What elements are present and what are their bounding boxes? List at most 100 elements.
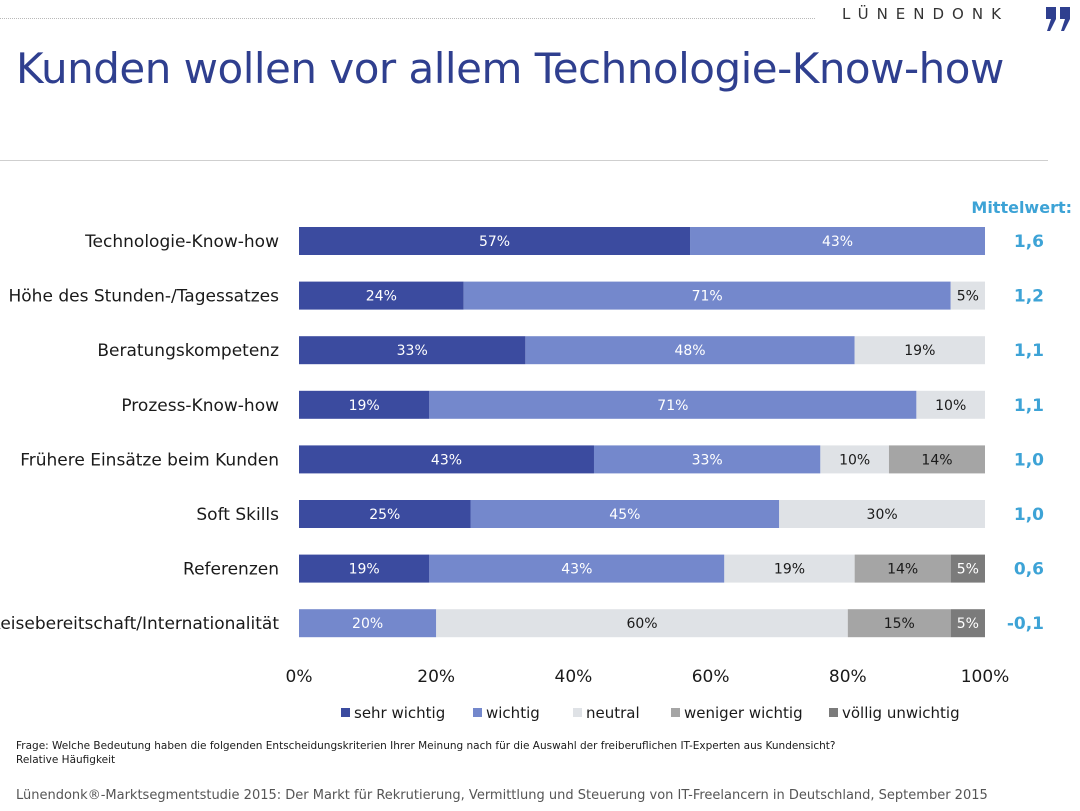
bar-segment-sehr-wichtig: [299, 227, 691, 255]
legend-swatch: [473, 708, 482, 717]
x-tick-label: 20%: [417, 667, 455, 687]
data-label: 14%: [887, 562, 918, 578]
x-tick-label: 40%: [555, 667, 593, 687]
data-label: 5%: [957, 616, 979, 632]
legend-swatch: [829, 708, 838, 717]
mean-header: Mittelwert:: [971, 198, 1072, 217]
bar-segment-sehr-wichtig: [299, 554, 430, 583]
data-label: 43%: [561, 562, 592, 578]
bar-segment-neutral: [724, 554, 855, 583]
bar-segment-wichtig: [299, 609, 437, 638]
data-label: 5%: [957, 289, 979, 305]
category-label: Reisebereitschaft/Internationalität: [0, 614, 279, 634]
data-label: 57%: [479, 234, 510, 250]
legend-label: völlig unwichtig: [842, 704, 960, 722]
bar-segment-sehr-wichtig: [299, 390, 430, 419]
data-label: 19%: [349, 398, 380, 414]
bar-segment-neutral: [779, 500, 985, 528]
bar-segment-völlig-unwichtig: [950, 554, 985, 583]
data-label: 19%: [349, 562, 380, 578]
data-label: 10%: [839, 452, 870, 468]
data-label: 43%: [822, 234, 853, 250]
mean-header-group: Mittelwert:: [971, 198, 1072, 217]
bar-segment-neutral: [916, 390, 985, 419]
category-label: Beratungskompetenz: [97, 341, 279, 361]
mean-value: 0,6: [1014, 560, 1044, 580]
bar-segment-weniger-wichtig: [888, 445, 985, 474]
data-label: 71%: [657, 398, 688, 414]
data-label: 14%: [921, 452, 952, 468]
data-label: 24%: [366, 289, 397, 305]
data-label: 19%: [904, 343, 935, 359]
category-label: Soft Skills: [196, 505, 279, 525]
question-text: Frage: Welche Bedeutung haben die folgen…: [16, 740, 836, 752]
bar-segment-sehr-wichtig: [299, 281, 464, 310]
bar-segment-wichtig: [525, 336, 855, 365]
category-label: Technologie-Know-how: [84, 232, 279, 252]
legend-label: weniger wichtig: [684, 704, 803, 722]
legend-label: neutral: [586, 704, 640, 722]
data-label: 30%: [867, 507, 898, 523]
x-tick-label: 0%: [286, 667, 313, 687]
data-label: 25%: [369, 507, 400, 523]
bar-segment-völlig-unwichtig: [950, 609, 985, 638]
x-tick-label: 60%: [692, 667, 730, 687]
bar-segment-sehr-wichtig: [299, 500, 471, 528]
legend-label: sehr wichtig: [354, 704, 445, 722]
title-divider: [0, 160, 1048, 161]
question-footnote: Frage: Welche Bedeutung haben die folgen…: [16, 739, 1066, 767]
mean-value: 1,1: [1014, 396, 1044, 416]
quote-mark-icon: [1046, 7, 1070, 31]
bar-segment-sehr-wichtig: [299, 336, 526, 365]
data-label: 71%: [692, 289, 723, 305]
bar-segment-neutral: [950, 281, 985, 310]
mean-value: 1,6: [1014, 232, 1044, 252]
category-label: Höhe des Stunden-/Tagessatzes: [9, 287, 280, 307]
bar-segment-sehr-wichtig: [299, 445, 594, 474]
data-label: 33%: [692, 452, 723, 468]
basis-text: Relative Häufigkeit: [16, 754, 116, 766]
bar-segment-weniger-wichtig: [847, 609, 951, 638]
mean-value: 1,1: [1014, 341, 1044, 361]
header-divider: [0, 18, 815, 19]
category-label: Prozess-Know-how: [121, 396, 279, 416]
mean-values-group: 1,6 1,2 1,1 1,1 1,0 1,0 0,6 -0,1: [1007, 232, 1044, 634]
data-label: 20%: [352, 616, 383, 632]
data-label: 10%: [935, 398, 966, 414]
legend-swatch: [573, 708, 582, 717]
x-axis-ticks-group: 0% 20% 40% 60% 80% 100%: [286, 667, 1010, 687]
mean-value: -0,1: [1007, 614, 1044, 634]
data-label: 33%: [397, 343, 428, 359]
mean-value: 1,2: [1014, 287, 1044, 307]
category-label: Frühere Einsätze beim Kunden: [20, 450, 279, 470]
data-label: 48%: [674, 343, 705, 359]
data-label: 19%: [774, 562, 805, 578]
source-note: Lünendonk®-Marktsegmentstudie 2015: Der …: [16, 788, 988, 803]
bar-segment-wichtig: [429, 554, 725, 583]
data-label: 43%: [431, 452, 462, 468]
bar-segment-neutral: [436, 609, 848, 638]
legend: sehr wichtig wichtig neutral weniger wichti…: [341, 704, 960, 722]
bar-segment-wichtig: [690, 227, 985, 255]
category-labels-group: Technologie-Know-how Höhe des Stunden-/Ta…: [0, 232, 279, 634]
legend-swatch: [341, 708, 350, 717]
mean-value: 1,0: [1014, 450, 1044, 470]
page-title: Kunden wollen vor allem Technologie-Know…: [16, 44, 1004, 93]
bars-group: 57% 43% 24% 71% 5% 33% 48% 19% 19% 71% 10% 43% 33% 10…: [299, 227, 985, 638]
data-label: 45%: [609, 507, 640, 523]
bar-segment-neutral: [820, 445, 889, 474]
category-label: Referenzen: [183, 560, 279, 580]
data-label: 60%: [626, 616, 657, 632]
bar-segment-wichtig: [593, 445, 821, 474]
bar-segment-wichtig: [429, 390, 917, 419]
bar-segment-wichtig: [463, 281, 951, 310]
bar-segment-neutral: [854, 336, 985, 365]
data-label: 5%: [957, 562, 979, 578]
stacked-bar-chart: Mittelwert: 57% 43% 24% 71% 5% 33% 48% 19% 19% 71…: [0, 198, 1072, 722]
x-tick-label: 100%: [961, 667, 1010, 687]
mean-value: 1,0: [1014, 505, 1044, 525]
data-label: 15%: [884, 616, 915, 632]
brand-logo-text: LÜNENDONK: [842, 5, 1009, 23]
legend-label: wichtig: [486, 704, 540, 722]
x-tick-label: 80%: [829, 667, 867, 687]
